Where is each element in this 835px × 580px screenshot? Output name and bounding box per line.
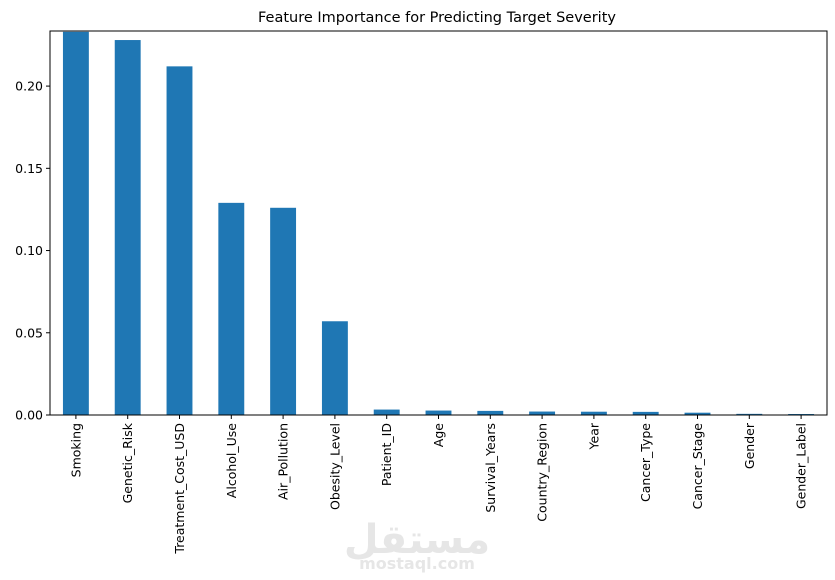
x-tick-label: Smoking xyxy=(68,423,83,477)
bar-country-region xyxy=(529,411,556,415)
watermark-latin: mostaql.com xyxy=(359,554,475,573)
bar-cancer-stage xyxy=(684,412,711,415)
watermark: مستقل mostaql.com xyxy=(344,517,490,573)
y-tick-label: 0.05 xyxy=(15,325,43,340)
x-tick-label: Country_Region xyxy=(535,423,550,522)
x-tick-label: Cancer_Type xyxy=(638,423,653,502)
bar-smoking xyxy=(62,31,89,416)
y-tick-label: 0.15 xyxy=(15,161,43,176)
x-tick-label: Treatment_Cost_USD xyxy=(172,423,187,555)
bar-year xyxy=(580,411,607,415)
chart-title: Feature Importance for Predicting Target… xyxy=(258,10,616,26)
bar-obesity-level xyxy=(321,321,348,415)
x-tick-label: Air_Pollution xyxy=(276,423,291,500)
x-tick-label: Patient_ID xyxy=(379,423,394,486)
y-tick-label: 0.00 xyxy=(15,408,43,423)
x-tick-label: Gender xyxy=(742,422,757,469)
x-tick-label: Year xyxy=(586,422,601,450)
x-tick-label: Alcohol_Use xyxy=(224,423,239,498)
x-axis: Smoking Genetic_Risk Treatment_Cost_USD Alc… xyxy=(68,415,809,555)
x-tick-label: Survival_Years xyxy=(483,423,498,513)
bars-group xyxy=(62,31,815,416)
y-tick-label: 0.20 xyxy=(15,79,43,94)
y-axis: 0.00 0.05 0.10 0.15 0.20 xyxy=(15,79,50,423)
bar-cancer-type xyxy=(632,411,659,415)
bar-patient-id xyxy=(373,409,400,415)
bar-gender xyxy=(736,413,763,415)
plot-frame xyxy=(49,30,828,416)
x-tick-label: Genetic_Risk xyxy=(120,422,135,503)
x-tick-label: Cancer_Stage xyxy=(690,423,705,510)
bar-age xyxy=(425,410,452,415)
bar-genetic-risk xyxy=(114,40,141,415)
bar-air-pollution xyxy=(270,207,297,415)
y-tick-label: 0.10 xyxy=(15,243,43,258)
bar-alcohol-use xyxy=(218,202,245,415)
watermark-arabic: مستقل xyxy=(344,517,490,563)
x-tick-label: Age xyxy=(431,423,446,447)
bar-treatment-cost-usd xyxy=(166,66,193,415)
bar-survival-years xyxy=(477,410,504,415)
x-tick-label: Obesity_Level xyxy=(327,423,342,510)
x-tick-label: Gender_Label xyxy=(794,423,809,509)
